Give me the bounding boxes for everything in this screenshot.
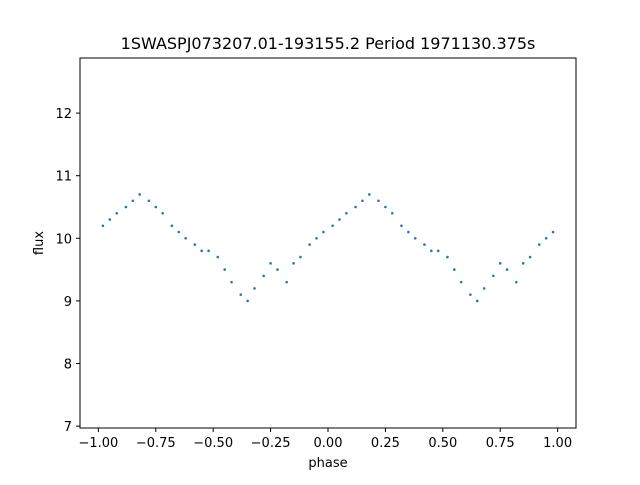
data-point <box>207 249 210 253</box>
data-point <box>551 230 555 234</box>
data-point <box>368 193 371 196</box>
chart-title: 1SWASPJ073207.01-193155.2 Period 1971130… <box>121 34 536 53</box>
data-point <box>338 218 341 221</box>
data-point <box>544 237 548 240</box>
data-point <box>436 249 440 253</box>
x-tick-label: 0.50 <box>428 436 457 451</box>
data-point <box>184 237 187 240</box>
data-point <box>505 268 509 271</box>
data-point <box>170 224 174 228</box>
data-point <box>515 280 518 284</box>
y-tick-label: 10 <box>55 232 72 247</box>
data-point <box>475 299 479 303</box>
scatter-points <box>101 193 555 303</box>
data-point <box>322 230 325 234</box>
data-point <box>115 211 119 215</box>
data-point <box>315 237 318 240</box>
y-tick-label: 12 <box>55 107 72 122</box>
data-point <box>423 243 426 246</box>
data-point <box>521 262 525 265</box>
data-point <box>430 249 433 253</box>
data-point <box>124 205 128 209</box>
x-tick-label: −1.00 <box>78 436 118 451</box>
x-axis-label: phase <box>308 456 347 471</box>
data-point <box>108 218 112 221</box>
x-tick-label: −0.25 <box>251 436 291 451</box>
plot-area-background <box>80 58 576 428</box>
data-point <box>253 287 256 290</box>
data-point <box>285 280 288 284</box>
data-point <box>528 255 532 259</box>
data-point <box>361 199 364 203</box>
data-point <box>498 262 502 265</box>
x-axis: −1.00 −0.75 −0.50 −0.25 0.00 0.25 0.50 0.75 1.00 <box>78 428 572 451</box>
x-tick-label: −0.75 <box>136 436 176 451</box>
data-point <box>331 224 334 228</box>
data-point <box>147 199 151 203</box>
data-point <box>200 249 203 253</box>
data-point <box>299 255 302 259</box>
data-point <box>276 268 279 271</box>
data-point <box>354 205 357 209</box>
y-axis: 7 8 9 10 11 12 <box>55 107 80 435</box>
data-point <box>262 274 266 278</box>
x-tick-label: 0.25 <box>371 436 400 451</box>
x-tick-label: −0.50 <box>193 436 233 451</box>
y-tick-label: 11 <box>55 170 72 185</box>
x-tick-label: 0.75 <box>486 436 515 451</box>
data-point <box>308 243 311 246</box>
data-point <box>400 224 403 228</box>
data-point <box>161 211 164 215</box>
y-axis-label: flux <box>32 231 47 255</box>
data-point <box>269 262 272 265</box>
x-tick-label: 0.00 <box>314 436 343 451</box>
data-point <box>469 293 472 296</box>
data-point <box>246 299 249 303</box>
y-tick-label: 8 <box>64 358 72 373</box>
data-point <box>537 243 541 246</box>
data-point <box>292 262 295 265</box>
data-point <box>216 255 220 259</box>
data-point <box>482 287 486 290</box>
data-point <box>413 237 417 240</box>
data-point <box>492 274 495 278</box>
data-point <box>230 280 233 284</box>
data-point <box>239 293 243 296</box>
data-point <box>223 268 226 271</box>
y-tick-label: 9 <box>64 295 72 310</box>
data-point <box>138 193 141 196</box>
data-point <box>177 230 181 234</box>
data-point <box>131 199 135 203</box>
y-tick-label: 7 <box>64 420 72 435</box>
data-point <box>154 205 158 209</box>
data-point <box>377 199 380 203</box>
data-point <box>459 280 463 284</box>
data-point <box>446 255 449 259</box>
data-point <box>384 205 387 209</box>
data-point <box>453 268 456 271</box>
data-point <box>391 211 394 215</box>
data-point <box>345 211 348 215</box>
x-tick-label: 1.00 <box>543 436 572 451</box>
data-point <box>407 230 410 234</box>
data-point <box>193 243 197 246</box>
data-point <box>101 224 105 228</box>
